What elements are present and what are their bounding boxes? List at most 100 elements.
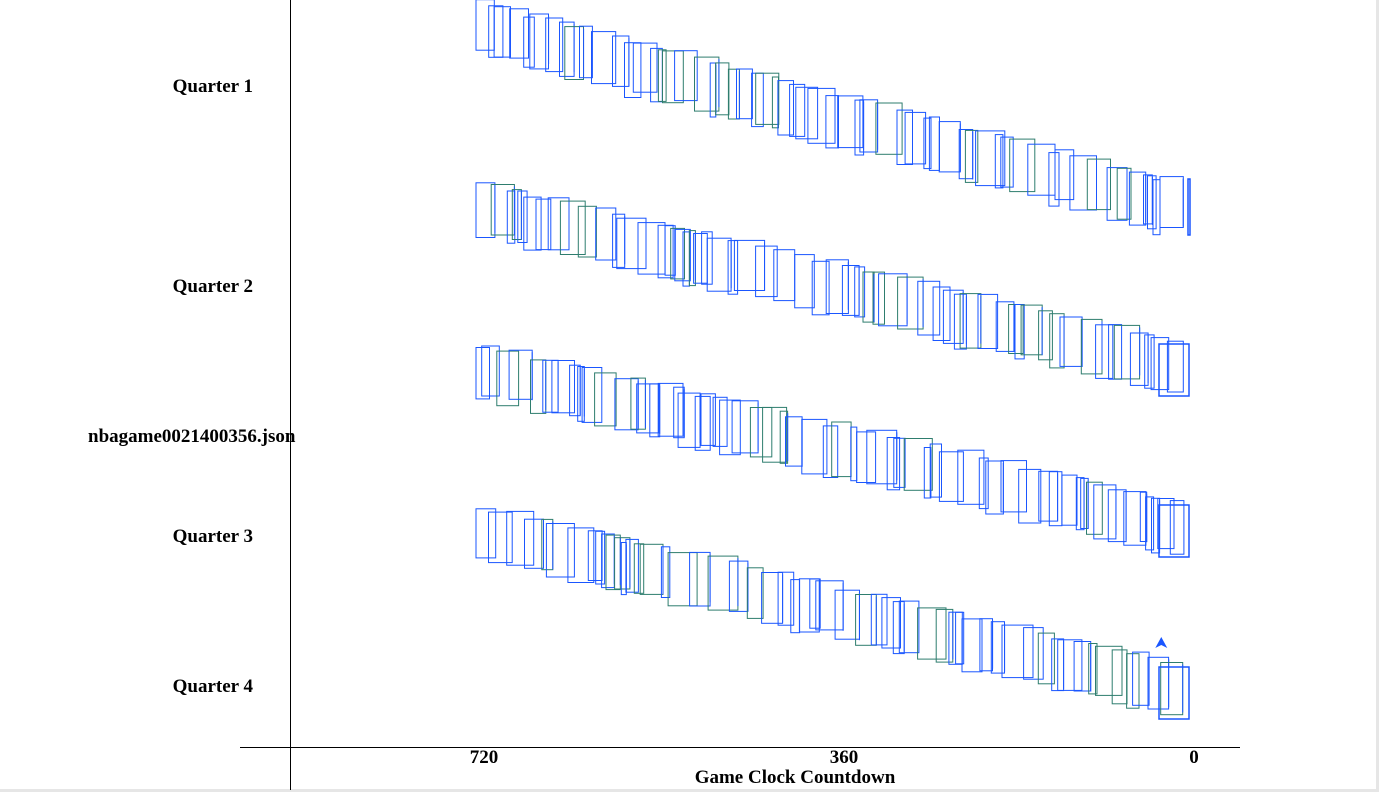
trace-box	[667, 552, 698, 607]
quarter-label-2: Quarter 2	[173, 276, 253, 297]
trace-box	[508, 349, 533, 400]
trace-box	[1160, 662, 1184, 716]
trace-box	[1169, 500, 1185, 555]
trace-box	[1061, 474, 1078, 526]
trace-box	[677, 392, 701, 448]
trace-box	[636, 383, 660, 434]
x-axis-label: Game Clock Countdown	[695, 767, 896, 788]
trace-box	[587, 530, 603, 581]
trace-box	[559, 200, 586, 256]
trace-box	[488, 5, 504, 58]
trace-box	[746, 567, 764, 619]
trace-box	[878, 273, 908, 327]
trace-box	[601, 533, 615, 589]
trace-box	[547, 197, 570, 251]
trace-box	[1150, 337, 1170, 391]
trace-box	[595, 207, 617, 261]
trace-box	[1018, 468, 1042, 524]
trace-box	[1057, 639, 1083, 691]
trace-box	[1093, 484, 1117, 540]
trace-box	[1048, 471, 1063, 527]
trace-box	[892, 601, 905, 655]
trace-box	[625, 538, 639, 593]
trace-end-box	[1187, 178, 1191, 236]
x-tick-label-0: 0	[1189, 747, 1199, 768]
trace-box	[481, 345, 500, 397]
trace-box	[904, 111, 927, 165]
trace-box	[694, 395, 711, 451]
trace-box	[932, 286, 951, 341]
trace-box	[1000, 136, 1014, 188]
trace-box	[488, 511, 513, 564]
trace-box	[886, 437, 901, 491]
trace-box	[1001, 624, 1034, 679]
trace-box	[579, 25, 593, 79]
trace-box	[929, 443, 943, 498]
trace-box	[616, 217, 647, 270]
trace-box	[975, 130, 1006, 187]
trace-box	[1048, 152, 1060, 207]
trace-box	[567, 527, 595, 584]
trace-box	[733, 239, 766, 291]
trace-box	[581, 367, 603, 423]
trace-box	[855, 594, 877, 646]
trace-box	[850, 426, 858, 482]
trace-box	[594, 372, 617, 427]
trace-end-box	[1158, 666, 1190, 720]
trace-box	[1108, 324, 1123, 380]
trace-box	[923, 117, 932, 170]
trace-box	[517, 190, 528, 243]
trace-end-box	[1158, 504, 1190, 558]
trace-box	[789, 83, 806, 137]
trace-box	[938, 451, 964, 502]
trace-box	[715, 62, 730, 116]
trace-box	[719, 399, 741, 456]
frame-right-edge	[1376, 0, 1379, 792]
trace-box	[559, 21, 575, 77]
trace-box	[624, 42, 642, 98]
trace-box	[854, 99, 865, 156]
trace-box	[841, 265, 860, 316]
trace-box	[1086, 158, 1112, 211]
trace-box	[755, 245, 778, 298]
trace-box	[650, 47, 663, 103]
trace-box	[1123, 491, 1147, 546]
chart-title: nbagame0021400356.json	[88, 426, 296, 447]
trace-box	[1132, 651, 1150, 706]
trace-box	[1038, 470, 1059, 522]
trace-box	[958, 129, 974, 180]
series-quarter-3	[475, 345, 1190, 558]
trace-box	[1144, 334, 1155, 389]
trace-box	[898, 600, 920, 654]
trace-box	[706, 237, 732, 292]
series-quarter-1	[475, 0, 1191, 236]
trace-box	[632, 42, 658, 93]
trace-box	[990, 621, 1005, 674]
trace-box	[1088, 643, 1098, 695]
trace-box	[856, 431, 877, 483]
trace-box	[831, 421, 852, 478]
data-marks	[475, 0, 1191, 720]
trace-box	[689, 551, 711, 607]
trace-box	[762, 406, 788, 463]
trace-box	[811, 260, 830, 316]
trace-box	[1009, 138, 1036, 193]
trace-box	[662, 50, 684, 104]
trace-box	[771, 76, 780, 129]
trace-box	[524, 518, 544, 569]
quarter-label-4: Quarter 4	[173, 676, 254, 697]
trace-box	[1086, 481, 1103, 535]
quarter-label-1: Quarter 1	[173, 76, 253, 97]
trace-box	[1159, 176, 1184, 229]
trace-box	[1054, 149, 1075, 201]
trace-box	[938, 121, 961, 173]
trace-box	[545, 17, 564, 73]
trace-box	[1095, 645, 1123, 696]
trace-box	[1037, 632, 1055, 685]
series-quarter-4	[475, 508, 1190, 720]
trace-box	[523, 196, 542, 251]
trace-box	[749, 407, 773, 458]
trace-box	[728, 560, 749, 612]
trace-box	[657, 382, 684, 437]
trace-box	[825, 95, 840, 149]
